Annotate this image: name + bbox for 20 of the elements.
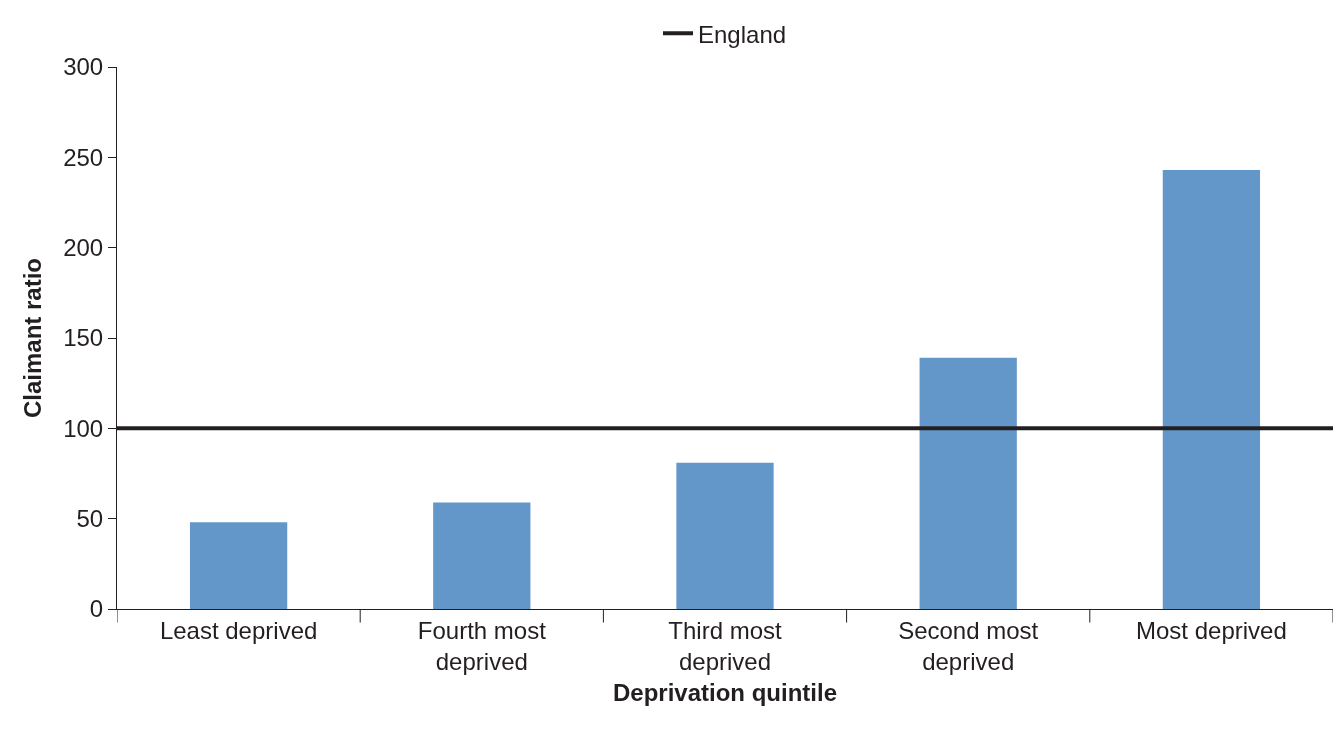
y-tick-label: 150 [63, 324, 104, 352]
bar [919, 357, 1017, 609]
x-tick-label: Fourth most deprived [417, 616, 547, 675]
bar [676, 462, 774, 609]
x-axis-title: Deprivation quintile [612, 679, 838, 707]
bar [1162, 169, 1261, 609]
y-tick-label: 100 [63, 414, 104, 442]
y-tick-label: 0 [89, 595, 104, 623]
y-tick-label: 300 [63, 53, 104, 81]
y-tick-label: 200 [63, 234, 104, 262]
x-tick-label: Third most deprived [668, 616, 783, 675]
y-tick-label: 50 [76, 505, 104, 533]
x-tick-label: Second most deprived [898, 616, 1039, 675]
x-tick-label: Most deprived [1136, 616, 1287, 644]
x-tick-label: Least deprived [159, 616, 318, 644]
y-axis-title: Claimant ratio [19, 257, 47, 419]
y-tick-label: 250 [63, 143, 104, 171]
legend-label: England [698, 20, 787, 48]
bar [189, 522, 288, 609]
bar [433, 502, 531, 609]
